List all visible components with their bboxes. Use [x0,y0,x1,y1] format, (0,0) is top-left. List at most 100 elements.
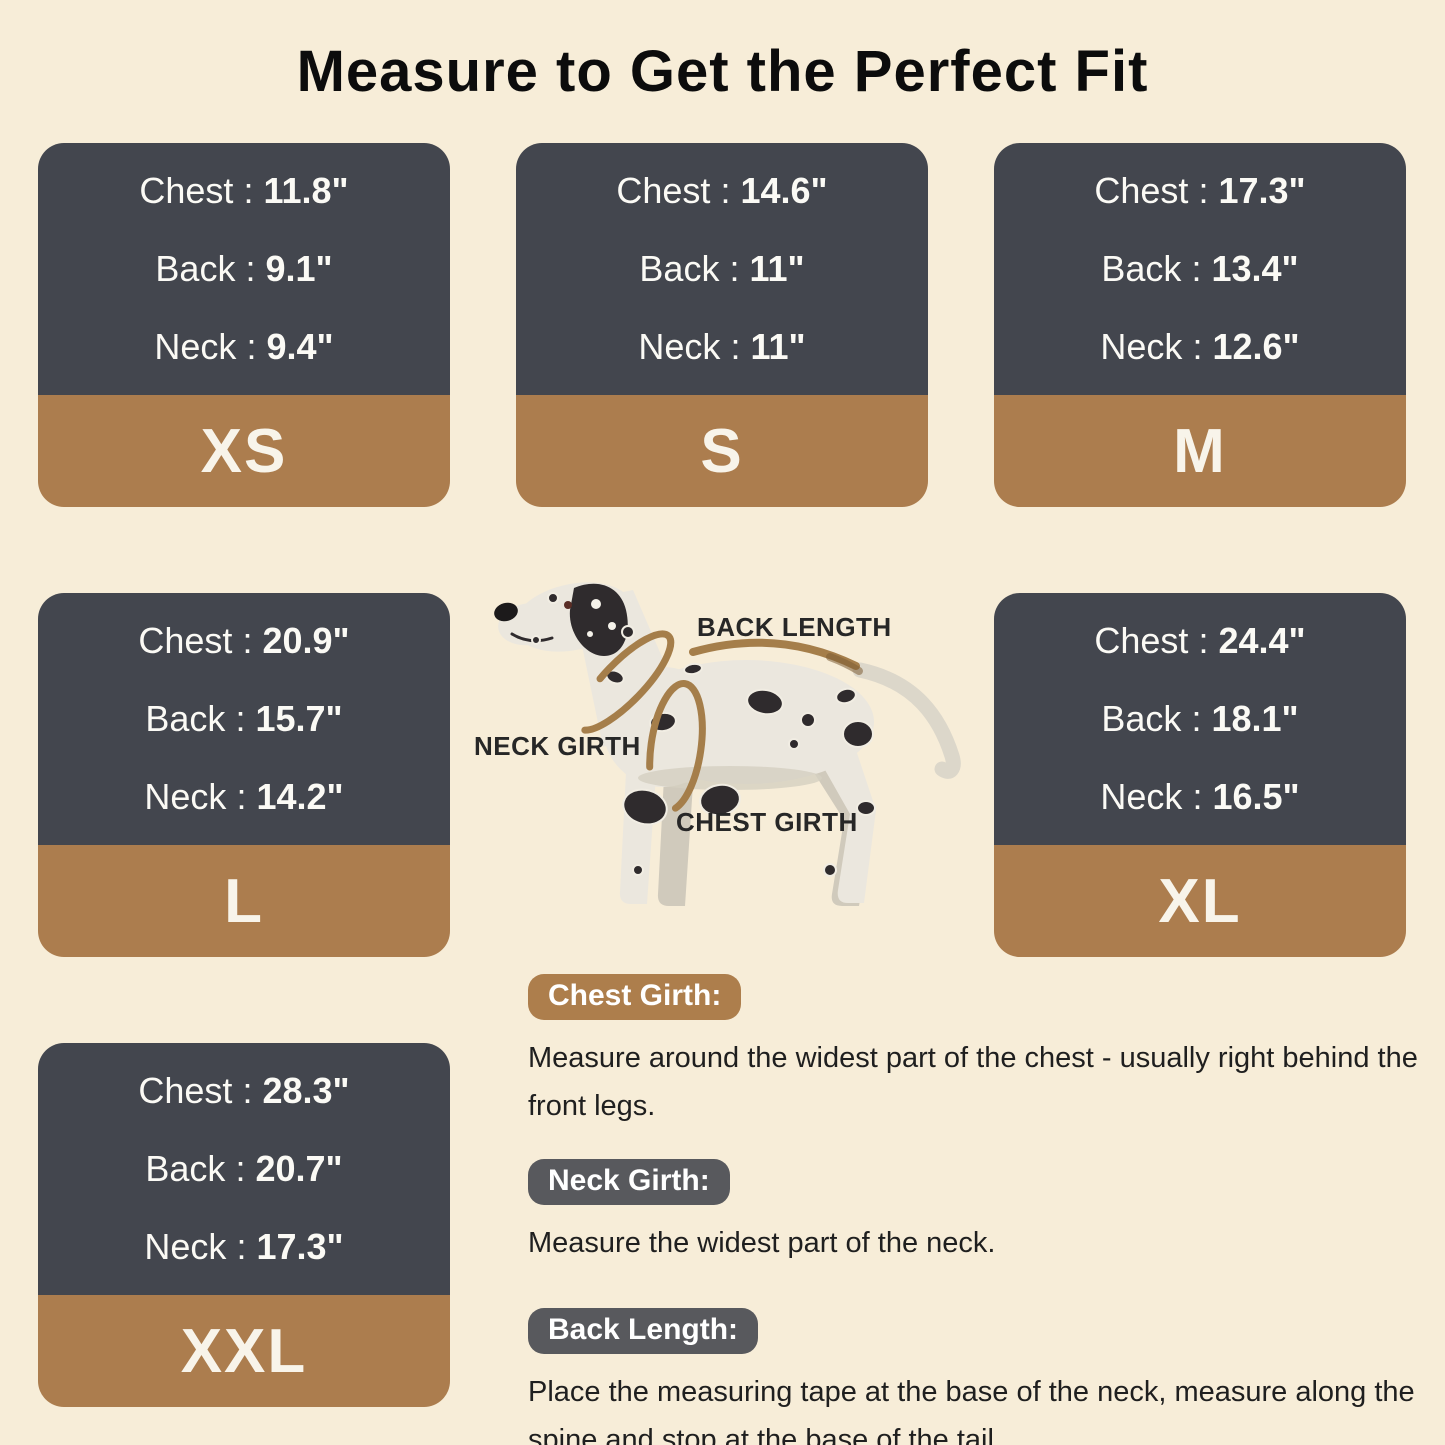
size-card-xxl-specs: Chest : 28.3" Back : 20.7" Neck : 17.3" [38,1043,450,1295]
size-label-xl: XL [1158,866,1242,936]
spec-separator: : [1181,248,1212,289]
spec-line-back: Back : 13.4" [994,251,1406,287]
page-title: Measure to Get the Perfect Fit [296,39,1149,104]
measuring-tape-marks [573,630,863,814]
spec-label-neck: Neck [144,1226,227,1267]
explanation-chest-girth: Chest Girth: Measure around the widest p… [528,974,1433,1130]
spec-label-chest: Chest [138,620,233,661]
spec-value-chest: 20.9" [262,620,350,661]
spec-line-back: Back : 18.1" [994,701,1406,737]
spec-value-neck: 16.5" [1212,776,1300,817]
spec-line-chest: Chest : 24.4" [994,623,1406,659]
neck-girth-label: NECK GIRTH [474,731,641,761]
spec-label-back: Back [145,1148,226,1189]
spec-value-neck: 9.4" [266,326,334,367]
spec-line-neck: Neck : 9.4" [38,329,450,365]
size-band: L [38,845,450,957]
spec-label-neck: Neck [1100,326,1183,367]
size-card-xl-specs: Chest : 24.4" Back : 18.1" Neck : 16.5" [994,593,1406,845]
spec-label-back: Back [1101,248,1182,289]
chest-girth-badge: Chest Girth: [528,974,742,1020]
spec-label-back: Back [1101,698,1182,739]
spec-separator: : [225,1148,256,1189]
spec-separator: : [1188,620,1219,661]
spec-value-back: 18.1" [1211,698,1299,739]
size-band: M [994,395,1406,507]
spec-line-back: Back : 9.1" [38,251,450,287]
spec-line-chest: Chest : 11.8" [38,173,450,209]
size-card-s: Chest : 14.6" Back : 11" Neck : 11" S [516,143,928,507]
spec-separator: : [233,170,264,211]
spec-separator: : [225,698,256,739]
size-card-xxl: Chest : 28.3" Back : 20.7" Neck : 17.3" … [38,1043,450,1407]
dog-eye [564,601,572,609]
spec-value-neck: 12.6" [1212,326,1300,367]
size-band: XS [38,395,450,507]
spec-line-chest: Chest : 14.6" [516,173,928,209]
spec-line-neck: Neck : 12.6" [994,329,1406,365]
dog-ear-spot [591,599,601,609]
chest-girth-ring [646,680,706,814]
spec-label-neck: Neck [144,776,227,817]
spec-separator: : [719,248,750,289]
spec-label-chest: Chest [616,170,711,211]
spec-separator: : [226,1226,257,1267]
chest-girth-label: CHEST GIRTH [676,807,858,837]
spec-value-back: 20.7" [255,1148,343,1189]
spec-value-neck: 14.2" [256,776,344,817]
spec-value-chest: 11.8" [263,170,349,211]
spec-value-back: 11" [749,248,805,289]
spec-value-neck: 11" [750,326,806,367]
explanation-back-length: Back Length: Place the measuring tape at… [528,1308,1433,1445]
dog-belly-shadow [638,766,822,790]
dog-ear [569,583,628,656]
dog-nose [494,602,518,622]
spec-line-back: Back : 20.7" [38,1151,450,1187]
chest-girth-text: Measure around the widest part of the ch… [528,1042,1418,1122]
size-band: XL [994,845,1406,957]
spec-line-back: Back : 11" [516,251,928,287]
neck-girth-text: Measure the widest part of the neck. [528,1227,996,1259]
spec-label-back: Back [155,248,236,289]
spec-label-neck: Neck [638,326,721,367]
spec-line-neck: Neck : 16.5" [994,779,1406,815]
size-card-l-specs: Chest : 20.9" Back : 15.7" Neck : 14.2" [38,593,450,845]
spec-value-back: 15.7" [255,698,343,739]
explanation-neck-girth: Neck Girth: Measure the widest part of t… [528,1159,1433,1267]
spec-line-neck: Neck : 14.2" [38,779,450,815]
size-card-l: Chest : 20.9" Back : 15.7" Neck : 14.2" … [38,593,450,957]
dog-spots [531,592,876,877]
back-length-label: BACK LENGTH [697,612,892,642]
spec-label-chest: Chest [1094,170,1189,211]
spec-separator: : [1182,776,1213,817]
spec-label-back: Back [145,698,226,739]
size-card-xl: Chest : 24.4" Back : 18.1" Neck : 16.5" … [994,593,1406,957]
size-label-s: S [700,416,744,486]
dog-ear-spot [608,622,616,630]
size-card-s-specs: Chest : 14.6" Back : 11" Neck : 11" [516,143,928,395]
size-label-xs: XS [200,416,288,486]
size-card-xs-specs: Chest : 11.8" Back : 9.1" Neck : 9.4" [38,143,450,395]
size-card-m-specs: Chest : 17.3" Back : 13.4" Neck : 12.6" [994,143,1406,395]
spec-line-neck: Neck : 17.3" [38,1229,450,1265]
spec-separator: : [1181,698,1212,739]
back-length-arc-shadow [826,653,863,675]
spec-separator: : [1182,326,1213,367]
size-card-m: Chest : 17.3" Back : 13.4" Neck : 12.6" … [994,143,1406,507]
dog-mouth [510,632,554,643]
size-label-m: M [1173,416,1227,486]
spec-value-chest: 14.6" [740,170,828,211]
spec-label-neck: Neck [1100,776,1183,817]
spec-label-back: Back [639,248,720,289]
spec-value-neck: 17.3" [256,1226,344,1267]
size-label-l: L [224,866,264,936]
spec-value-chest: 17.3" [1218,170,1306,211]
spec-line-chest: Chest : 28.3" [38,1073,450,1109]
dog-illustration [494,582,961,906]
dog-ear-spot [587,631,593,637]
spec-value-back: 9.1" [265,248,333,289]
back-length-text: Place the measuring tape at the base of … [528,1376,1415,1445]
spec-label-chest: Chest [138,1070,233,1111]
spec-value-chest: 28.3" [262,1070,350,1111]
size-card-xs: Chest : 11.8" Back : 9.1" Neck : 9.4" XS [38,143,450,507]
